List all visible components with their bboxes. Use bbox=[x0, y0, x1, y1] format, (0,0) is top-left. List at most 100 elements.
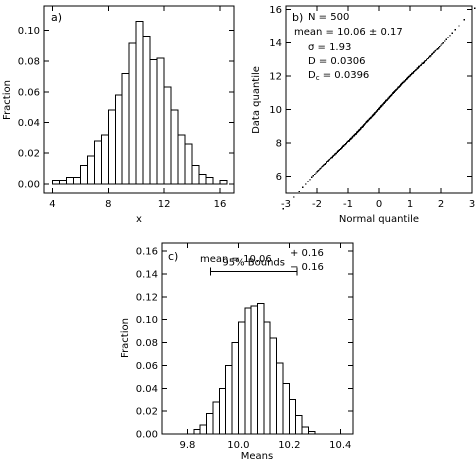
data-point bbox=[309, 179, 311, 181]
data-point bbox=[415, 69, 417, 71]
y-tick-label: 0.06 bbox=[136, 361, 158, 372]
plot-frame bbox=[161, 242, 354, 435]
data-point bbox=[332, 155, 335, 157]
histogram-bar bbox=[93, 140, 102, 185]
data-point bbox=[436, 48, 438, 50]
data-point bbox=[362, 125, 365, 127]
histogram-bar bbox=[79, 164, 88, 185]
y-tick-label: 12 bbox=[269, 72, 282, 83]
histogram-bar bbox=[163, 86, 172, 185]
histogram-bar bbox=[276, 362, 284, 435]
data-point bbox=[403, 81, 405, 83]
data-point bbox=[432, 52, 434, 54]
x-tick-label: -3 bbox=[281, 199, 291, 210]
y-tick-label: 0.02 bbox=[18, 149, 40, 160]
y-tick-label: 0.16 bbox=[136, 247, 158, 258]
y-tick-label: 10 bbox=[269, 105, 282, 116]
data-point bbox=[392, 92, 394, 95]
data-point bbox=[434, 50, 436, 52]
y-tick-label: 0.12 bbox=[136, 292, 158, 303]
histogram-bar bbox=[51, 180, 60, 185]
stat-mean: mean = 10.06 ± 0.17 bbox=[294, 27, 403, 38]
data-point bbox=[449, 35, 451, 37]
x-tick-label: 0 bbox=[376, 199, 382, 210]
data-point bbox=[325, 162, 327, 165]
x-tick-label: 10.2 bbox=[278, 440, 300, 451]
histogram-bar bbox=[244, 307, 252, 435]
data-point bbox=[431, 53, 433, 55]
y-tick-label: 16 bbox=[269, 5, 282, 16]
plot-frame bbox=[43, 5, 235, 194]
data-point bbox=[360, 127, 363, 129]
histogram-bar bbox=[142, 36, 151, 185]
data-point bbox=[458, 25, 460, 27]
data-point bbox=[322, 165, 324, 168]
histogram-bar bbox=[184, 143, 193, 185]
data-point bbox=[327, 160, 330, 162]
histogram-bars bbox=[51, 20, 228, 185]
histogram-bar bbox=[135, 20, 144, 185]
axes: 4 8 12 16 0.00 0.02 0.04 0.06 0.08 0.10 bbox=[18, 6, 234, 210]
histogram-bar bbox=[231, 342, 239, 435]
histogram-bar bbox=[301, 426, 309, 435]
stat-dc: Dc = 0.0396 bbox=[308, 70, 369, 82]
x-tick-label: 12 bbox=[158, 199, 171, 210]
histogram-bar bbox=[121, 72, 130, 185]
stats-box: N = 500 mean = 10.06 ± 0.17 σ = 1.93 D =… bbox=[294, 12, 403, 82]
histogram-bar bbox=[107, 109, 116, 185]
histogram-bar bbox=[250, 305, 258, 435]
data-point bbox=[445, 38, 447, 40]
axes: 9.8 10.0 10.2 10.4 0.00 0.02 0.04 0.06 0.08 0.10 0… bbox=[136, 243, 353, 451]
y-tick-label: 0.06 bbox=[18, 87, 40, 98]
data-point bbox=[325, 161, 328, 163]
data-point bbox=[433, 51, 435, 53]
x-tick-label: -1 bbox=[343, 199, 353, 210]
data-point bbox=[315, 172, 317, 174]
panel-a-histogram: 4 8 12 16 0.00 0.02 0.04 0.06 0.08 0.10 a) x Frac… bbox=[2, 5, 235, 225]
stat-dc-value: = 0.0396 bbox=[320, 70, 370, 81]
data-point bbox=[345, 142, 347, 145]
data-point bbox=[293, 196, 295, 198]
histogram-bar bbox=[295, 415, 303, 435]
stat-n: N = 500 bbox=[308, 12, 349, 23]
histogram-bar bbox=[218, 387, 227, 435]
data-point bbox=[334, 154, 336, 156]
data-point bbox=[429, 56, 431, 58]
data-point bbox=[433, 51, 436, 53]
quantile-points bbox=[282, 7, 476, 210]
data-point bbox=[440, 44, 442, 46]
histogram-bar bbox=[156, 57, 165, 185]
histogram-bar bbox=[191, 164, 200, 185]
data-point bbox=[298, 190, 300, 193]
data-point bbox=[335, 152, 338, 154]
histogram-bar bbox=[149, 59, 158, 185]
y-tick-label: 8 bbox=[276, 138, 282, 149]
data-point bbox=[318, 169, 320, 171]
data-point bbox=[317, 169, 319, 172]
data-point bbox=[409, 75, 411, 77]
stat-d: D = 0.0306 bbox=[308, 56, 365, 67]
data-point bbox=[430, 53, 433, 56]
data-point bbox=[323, 164, 325, 166]
histogram-bar bbox=[212, 401, 220, 435]
data-point bbox=[387, 98, 389, 100]
data-point bbox=[420, 64, 423, 66]
x-axis-label: Means bbox=[241, 451, 273, 462]
histogram-bar bbox=[288, 399, 297, 435]
data-point bbox=[360, 128, 362, 130]
data-point bbox=[331, 156, 333, 158]
x-tick-label: 8 bbox=[105, 199, 111, 210]
histogram-bar bbox=[72, 177, 81, 185]
y-axis-label: Fraction bbox=[120, 318, 131, 358]
histogram-bar bbox=[193, 428, 201, 435]
data-point bbox=[444, 40, 446, 42]
histogram-bar bbox=[282, 383, 290, 435]
stat-dc-subscript: c bbox=[316, 74, 320, 82]
histogram-bar bbox=[86, 155, 95, 185]
panel-label: a) bbox=[51, 11, 62, 24]
data-point bbox=[418, 66, 420, 68]
bounds-marker: 95% Bounds bbox=[209, 258, 298, 276]
